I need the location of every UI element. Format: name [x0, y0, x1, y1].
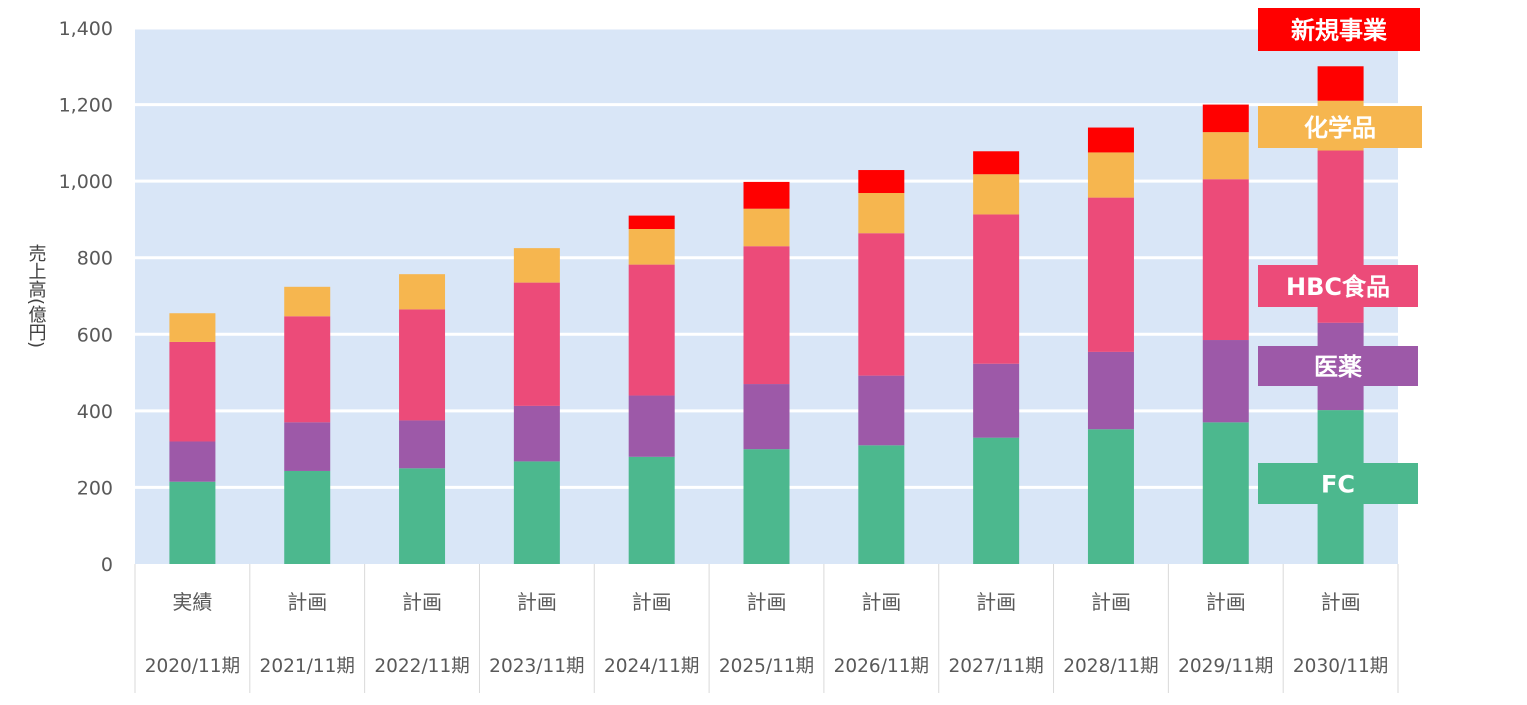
category-label: 2029/11期 [1178, 656, 1273, 677]
bar-segment [628, 229, 675, 265]
bar-segment [858, 193, 905, 234]
bar-segment [1087, 197, 1134, 352]
y-tick-label: 800 [77, 248, 113, 270]
bar-segment [1202, 179, 1249, 341]
y-tick-label: 0 [101, 554, 113, 576]
bar-segment [628, 456, 675, 564]
bar-segment [284, 286, 331, 317]
category-label: 2027/11期 [948, 656, 1043, 677]
category-label: 2030/11期 [1293, 656, 1388, 677]
bar-segment [284, 470, 331, 564]
bar-segment [743, 449, 790, 564]
bar-segment [858, 233, 905, 376]
category-status-label: 計画 [1206, 590, 1246, 614]
legend-label: 医薬 [1314, 353, 1362, 381]
category-status-label: 計画 [1091, 590, 1131, 614]
category-status-label: 計画 [747, 590, 787, 614]
bar-segment [284, 316, 331, 423]
legend-box [1258, 346, 1418, 386]
y-tick-label: 1,000 [59, 171, 113, 193]
bar-segment [169, 441, 216, 482]
bar-segment [513, 248, 560, 283]
category-label: 2028/11期 [1063, 656, 1158, 677]
bar-segment [1087, 429, 1134, 564]
bar-segment [973, 214, 1020, 364]
bar-segment [399, 274, 446, 310]
bar-segment [858, 375, 905, 446]
legend-label: FC [1321, 471, 1355, 499]
bar-segment [1202, 422, 1249, 564]
legend-label: 化学品 [1304, 114, 1376, 142]
y-tick-label: 1,200 [59, 95, 113, 117]
bar-segment [1202, 132, 1249, 180]
bar-segment [628, 395, 675, 457]
bar-segment [399, 468, 446, 564]
category-status-label: 計画 [287, 590, 327, 614]
bar-segment [973, 363, 1020, 438]
bar-segment [628, 215, 675, 229]
bar-segment [399, 420, 446, 469]
bar-segment [513, 282, 560, 406]
category-label: 2022/11期 [374, 656, 469, 677]
bar-segment [399, 309, 446, 421]
category-status-label: 計画 [861, 590, 901, 614]
y-tick-label: 200 [77, 477, 113, 499]
y-tick-label: 600 [77, 324, 113, 346]
category-label: 2025/11期 [719, 656, 814, 677]
bar-segment [169, 481, 216, 564]
category-status-label: 計画 [402, 590, 442, 614]
legend-label: 新規事業 [1291, 17, 1387, 45]
y-axis-label: 売上高(億円) [26, 244, 47, 348]
bar-segment [858, 170, 905, 194]
legend-box [1258, 463, 1418, 504]
bar-segment [858, 445, 905, 564]
bar-segment [1087, 351, 1134, 430]
category-status-label: 計画 [517, 590, 557, 614]
bar-segment [743, 384, 790, 450]
category-status-label: 計画 [632, 590, 672, 614]
bar-segment [973, 437, 1020, 564]
bar-segment [284, 422, 331, 471]
bar-segment [1202, 104, 1249, 133]
category-label: 2021/11期 [260, 656, 355, 677]
bar-segment [743, 208, 790, 247]
category-table: 実績2020/11期計画2021/11期計画2022/11期計画2023/11期… [134, 564, 1399, 693]
y-axis: 0 200 400 600 800 1,000 1,200 1,400 [59, 18, 113, 576]
category-label: 2020/11期 [145, 656, 240, 677]
bar-segment [169, 313, 216, 342]
bar-segment [169, 341, 216, 442]
bar-segment [513, 405, 560, 462]
bar-segment [1087, 152, 1134, 198]
bar-segment [973, 151, 1020, 175]
bar-segment [743, 181, 790, 209]
category-label: 2024/11期 [604, 656, 699, 677]
category-label: 2026/11期 [834, 656, 929, 677]
category-label: 2023/11期 [489, 656, 584, 677]
category-status-label: 計画 [1321, 590, 1361, 614]
category-status-label: 計画 [976, 590, 1016, 614]
legend-box [1258, 106, 1422, 148]
category-status-label: 実績 [172, 590, 212, 614]
bar-segment [973, 174, 1020, 215]
bar-segment [1087, 127, 1134, 153]
bar-segment [1202, 340, 1249, 423]
legend-label: HBC食品 [1286, 273, 1390, 301]
bar-segment [513, 461, 560, 564]
y-tick-label: 400 [77, 401, 113, 423]
bar-segment [1317, 66, 1364, 101]
bar-segment [743, 246, 790, 385]
legend-box [1258, 8, 1420, 51]
legend-box [1258, 265, 1418, 307]
y-tick-label: 1,400 [59, 18, 113, 40]
bars [169, 66, 1364, 564]
bar-segment [628, 264, 675, 396]
